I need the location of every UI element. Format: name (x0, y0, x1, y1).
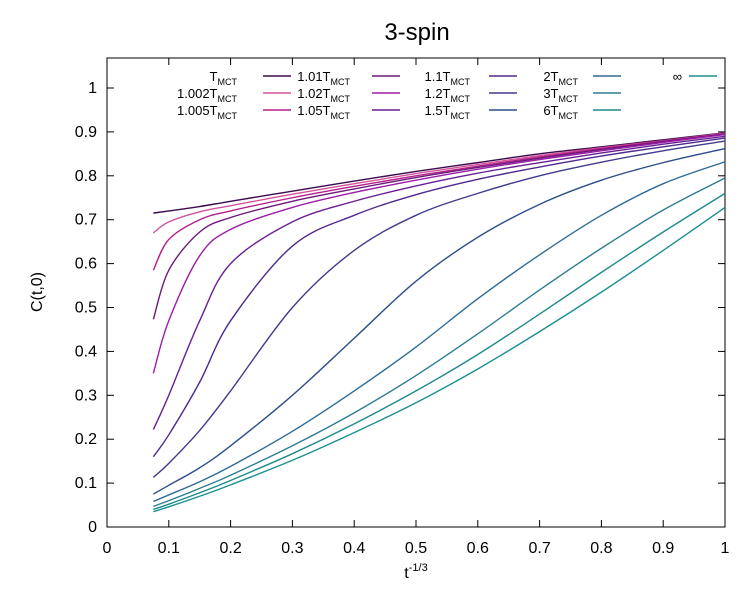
y-tick-label: 0.7 (75, 212, 97, 229)
x-tick-label: 0.1 (158, 540, 180, 557)
y-tick-label: 0.4 (75, 343, 97, 360)
legend-label-subscript: MCT (559, 77, 579, 87)
x-tick-label: 1 (721, 540, 730, 557)
legend-label-main: 1.2T (424, 86, 450, 101)
legend-label-10: 3TMCT (543, 86, 578, 104)
legend-label-main: 1.5T (424, 103, 450, 118)
x-tick-label: 0.8 (590, 540, 612, 557)
legend-label-subscript: MCT (331, 111, 351, 121)
x-tick-label: 0.4 (343, 540, 365, 557)
x-tick-label: 0.2 (219, 540, 241, 557)
legend-label-11: 6TMCT (543, 103, 578, 121)
legend-label-main: ∞ (673, 69, 682, 84)
series-line-11 (153, 192, 726, 511)
x-tick-label: 0 (103, 540, 112, 557)
legend-label-main: 1.02T (297, 86, 330, 101)
legend-label-12: ∞ (673, 69, 682, 84)
legend-label-3: 1.01TMCT (297, 69, 350, 87)
y-tick-label: 0 (88, 519, 97, 536)
series-line-6 (152, 137, 726, 458)
series-line-1 (152, 132, 726, 234)
series-line-0 (153, 132, 726, 214)
series-line-10 (153, 177, 726, 508)
legend-label-5: 1.05TMCT (297, 103, 350, 121)
legend-label-main: 2T (543, 69, 558, 84)
legend-label-4: 1.02TMCT (297, 86, 350, 104)
chart-title: 3-spin (384, 19, 449, 46)
y-tick-label: 0.3 (75, 387, 97, 404)
legend-label-main: 1.05T (297, 103, 330, 118)
series-line-5 (152, 135, 726, 430)
x-tick-label: 0.3 (281, 540, 303, 557)
legend-label-0: TMCT (210, 69, 238, 87)
legend-label-2: 1.005TMCT (177, 103, 237, 121)
x-axis-label: t-1/3 (404, 562, 427, 582)
y-tick-label: 0.1 (75, 475, 97, 492)
plot-frame (106, 57, 726, 528)
legend-label-6: 1.1TMCT (424, 69, 470, 87)
legend-label-subscript: MCT (218, 94, 238, 104)
series-line-2 (152, 132, 726, 271)
series-line-4 (152, 133, 726, 374)
legend-label-main: 1.1T (424, 69, 450, 84)
series-line-9 (153, 161, 726, 503)
y-tick-label: 0.6 (75, 256, 97, 273)
x-tick-label: 0.5 (405, 540, 427, 557)
legend-label-main: 3T (543, 86, 558, 101)
y-tick-label: 0.5 (75, 300, 97, 317)
legend-label-subscript: MCT (451, 94, 471, 104)
y-axis-label: C(t,0) (29, 272, 46, 312)
x-tick-label: 0.9 (652, 540, 674, 557)
y-tick-label: 0.8 (75, 168, 97, 185)
series-line-12 (153, 206, 726, 513)
legend-label-subscript: MCT (559, 111, 579, 121)
legend-label-subscript: MCT (331, 94, 351, 104)
series-line-8 (153, 147, 726, 495)
legend-label-1: 1.002TMCT (177, 86, 237, 104)
series-line-7 (152, 140, 726, 478)
legend-label-main: 1.01T (297, 69, 330, 84)
y-tick-label: 0.9 (75, 124, 97, 141)
legend-label-7: 1.2TMCT (424, 86, 470, 104)
legend-label-main: T (210, 69, 218, 84)
x-axis-label-exponent: -1/3 (409, 562, 428, 574)
legend-label-subscript: MCT (331, 77, 351, 87)
legend-label-9: 2TMCT (543, 69, 578, 87)
legend-label-subscript: MCT (218, 77, 238, 87)
y-tick-label: 0.2 (75, 431, 97, 448)
legend-label-subscript: MCT (559, 94, 579, 104)
x-tick-label: 0.7 (528, 540, 550, 557)
legend-label-subscript: MCT (451, 111, 471, 121)
legend-label-main: 1.002T (177, 86, 218, 101)
legend-label-8: 1.5TMCT (424, 103, 470, 121)
legend-label-subscript: MCT (451, 77, 471, 87)
legend-label-main: 1.005T (177, 103, 218, 118)
series-line-3 (152, 133, 726, 320)
x-tick-label: 0.6 (467, 540, 489, 557)
legend-label-main: 6T (543, 103, 558, 118)
y-tick-label: 1 (88, 80, 97, 97)
x-axis-label-base: t (404, 565, 409, 582)
legend-label-subscript: MCT (218, 111, 238, 121)
